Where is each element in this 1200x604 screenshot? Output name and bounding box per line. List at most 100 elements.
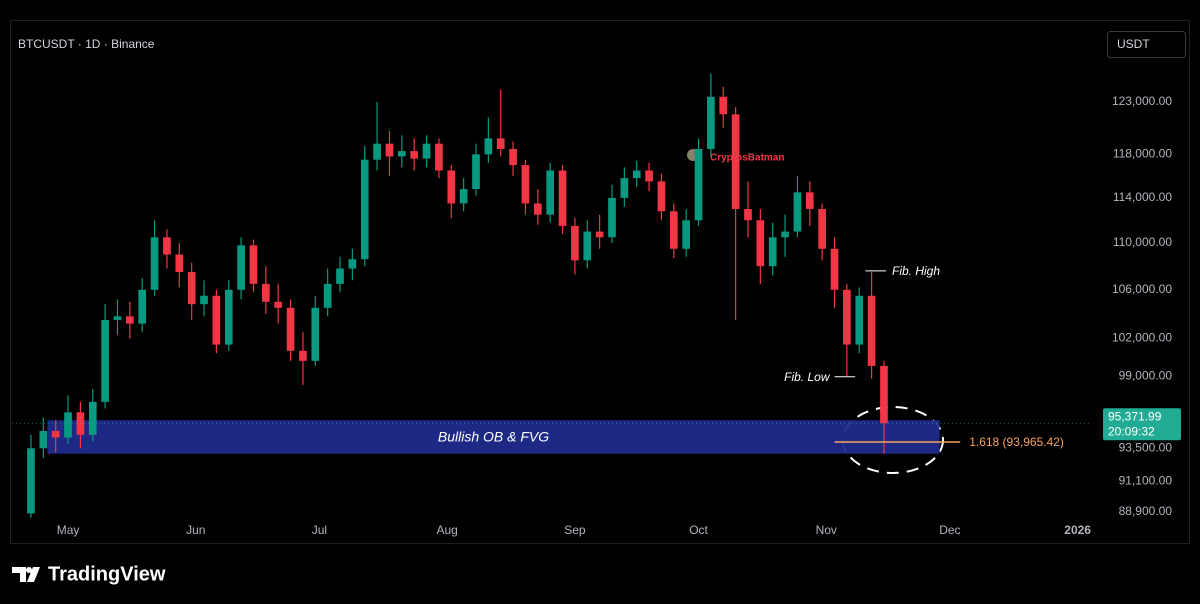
candle-body — [756, 220, 765, 267]
y-tick-label: 91,100.00 — [1119, 473, 1173, 487]
x-tick-label: Aug — [436, 523, 457, 537]
candle-body — [397, 151, 406, 157]
candle-body — [224, 289, 233, 345]
candle-body — [126, 316, 134, 324]
candle-body — [484, 138, 493, 155]
x-tick-label: Sep — [564, 523, 586, 537]
candle-body — [163, 237, 171, 255]
last-price-tag — [1103, 408, 1181, 441]
last-price-timer: 20:09:32 — [1108, 424, 1155, 438]
candle-body — [830, 248, 839, 290]
candle-body — [719, 96, 728, 115]
candle-body — [360, 159, 369, 260]
candle-body — [632, 170, 641, 179]
candle-body — [27, 448, 35, 514]
zone — [47, 420, 940, 454]
candle-body — [682, 220, 690, 249]
y-tick-label: 118,000.00 — [1113, 147, 1172, 161]
candle-body — [472, 154, 480, 190]
candle-body — [113, 316, 122, 320]
candle-body — [608, 197, 616, 238]
candle-body — [422, 143, 431, 159]
candle-body — [262, 283, 270, 302]
y-tick-label: 114,000.00 — [1113, 190, 1172, 204]
candle-body — [793, 192, 802, 232]
candle-body — [39, 430, 48, 449]
candle-body — [348, 259, 357, 269]
y-tick-label: 110,000.00 — [1113, 235, 1172, 249]
last-price-label: 95,371.99 — [1108, 409, 1162, 423]
candle-body — [51, 430, 60, 438]
candle-body — [435, 143, 443, 171]
candle-body — [175, 254, 184, 273]
candle-body — [496, 138, 505, 149]
y-tick-label: 106,000.00 — [1112, 282, 1172, 296]
candle-body — [521, 165, 530, 204]
watermark: CryptosBatman — [710, 153, 784, 164]
candle-body — [805, 192, 814, 210]
candle-body — [533, 203, 542, 215]
candle-body — [558, 170, 567, 226]
candle-body — [323, 283, 332, 308]
candle-body — [138, 289, 147, 324]
candle-body — [373, 143, 381, 160]
candle-body — [336, 268, 344, 284]
brand-name: TradingView — [48, 563, 166, 585]
x-tick-label: Nov — [816, 523, 837, 537]
y-tick-label: 88,900.00 — [1119, 504, 1173, 518]
candle-body — [212, 295, 221, 345]
currency-label[interactable]: USDT — [1117, 37, 1150, 51]
candle-body — [744, 209, 752, 221]
candle-body — [669, 211, 678, 249]
brand-logo — [12, 567, 40, 582]
x-tick-label: Dec — [939, 523, 960, 537]
candle-body — [237, 245, 245, 290]
candle-body — [509, 148, 517, 166]
candle-body — [867, 295, 876, 366]
currency-button[interactable] — [1107, 31, 1186, 58]
plot: 88,900.0091,100.0093,500.0096,000.0099,0… — [12, 73, 1181, 537]
candle-body — [88, 401, 97, 435]
candle-body — [150, 237, 159, 290]
candle-body — [447, 170, 456, 204]
candle-body — [657, 181, 666, 212]
x-tick-label: May — [57, 523, 80, 537]
annotation-label: Fib. High — [892, 264, 940, 278]
candle-body — [843, 289, 851, 345]
candle-body — [64, 412, 72, 438]
y-tick-label: 123,000.00 — [1112, 94, 1172, 108]
candle-body — [595, 231, 604, 238]
candle-body — [311, 307, 320, 361]
fib-extension-label: 1.618 (93,965.42) — [969, 435, 1064, 449]
footer: TradingView — [12, 563, 166, 585]
candle-body — [645, 170, 653, 182]
candle-body — [694, 148, 703, 221]
candle-body — [459, 189, 468, 204]
candle-body — [410, 151, 419, 159]
chart-panel — [10, 20, 1190, 544]
candle-body — [583, 231, 592, 261]
y-tick-label: 93,500.00 — [1119, 440, 1173, 454]
candle-body — [855, 295, 864, 345]
candle-body — [546, 170, 555, 215]
candle-body — [274, 301, 283, 308]
candle-body — [299, 350, 307, 361]
symbol-title: BTCUSDT · 1D · Binance — [18, 37, 155, 51]
x-tick-label: Jun — [186, 523, 205, 537]
zone-label: Bullish OB & FVG — [438, 429, 549, 445]
y-tick-label: 102,000.00 — [1112, 331, 1172, 345]
candle-body — [571, 225, 579, 261]
candle-body — [101, 319, 109, 402]
candle-body — [385, 143, 394, 157]
candle-body — [768, 237, 777, 267]
candle-body — [249, 245, 258, 284]
candle-body — [731, 114, 740, 210]
y-tick-label: 99,000.00 — [1119, 368, 1173, 382]
candle-body — [707, 96, 715, 149]
x-tick-label: Jul — [312, 523, 327, 537]
candle-body — [187, 272, 196, 305]
candle-body — [200, 295, 208, 305]
candle-body — [781, 231, 789, 238]
brand-logo-dot — [26, 567, 32, 573]
